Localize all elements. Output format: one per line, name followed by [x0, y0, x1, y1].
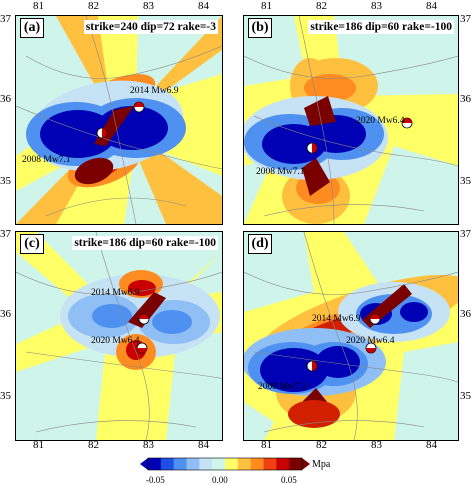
map-panel-a: (a) strike=240 dip=72 rake=-3 2014 Mw6.9… — [15, 15, 223, 225]
panel-d-label-2014: 2014 Mw6.9 — [312, 314, 361, 324]
x-tick-bottom: 81 — [33, 439, 44, 451]
panel-b-label-2020: 2020 Mw6.4 — [356, 116, 405, 126]
x-tick-bottom: 82 — [316, 439, 327, 451]
colorbar-swatch — [199, 458, 213, 470]
panel-letter-c: (c) — [20, 234, 44, 254]
colorbar-swatch — [186, 458, 200, 470]
panel-d-label-2020: 2020 Mw6.4 — [346, 336, 395, 346]
x-tick-bottom: 83 — [371, 439, 382, 451]
colorbar-swatch — [148, 458, 162, 470]
y-tick-left: 37 — [0, 13, 11, 25]
colorbar-swatch — [225, 458, 239, 470]
y-tick-left: 36 — [0, 308, 11, 320]
panel-c-params: strike=186 dip=60 rake=-100 — [72, 236, 218, 250]
y-tick-right: 36 — [460, 93, 471, 105]
panel-a-label-2008: 2008 Mw7.1 — [22, 155, 71, 165]
y-tick-left: 36 — [0, 93, 11, 105]
colorbar-unit: Mpa — [312, 459, 331, 470]
colorbar-swatch — [263, 458, 277, 470]
x-tick-bottom: 81 — [261, 439, 272, 451]
colorbar-min-arrow — [140, 458, 148, 470]
x-tick-top: 82 — [88, 0, 99, 12]
x-tick-bottom: 83 — [143, 439, 154, 451]
panel-letter-a: (a) — [20, 18, 44, 38]
y-tick-right: 36 — [460, 308, 471, 320]
colorbar-tick-min: -0.05 — [146, 475, 165, 485]
map-panel-c: (c) strike=186 dip=60 rake=-100 2014 Mw6… — [15, 231, 223, 441]
colorbar-swatch — [160, 458, 174, 470]
colorbar-gradient — [140, 457, 310, 471]
x-tick-top: 84 — [198, 0, 209, 12]
map-panel-b: (b) strike=186 dip=60 rake=-100 2020 Mw6… — [243, 15, 459, 225]
y-tick-left: 37 — [0, 228, 11, 240]
colorbar-border — [147, 457, 303, 471]
panel-b-params: strike=186 dip=60 rake=-100 — [308, 20, 454, 34]
colorbar: -0.05 0.00 0.05 Mpa — [140, 456, 330, 485]
y-tick-left: 35 — [0, 390, 11, 402]
panel-letter-d: (d) — [248, 234, 272, 254]
x-tick-top: 83 — [371, 0, 382, 12]
x-tick-bottom: 84 — [426, 439, 437, 451]
x-tick-top: 81 — [33, 0, 44, 12]
panel-c-label-2020: 2020 Mw6.4 — [91, 336, 140, 346]
colorbar-tick-zero: 0.00 — [212, 475, 228, 485]
panel-a-params: strike=240 dip=72 rake=-3 — [83, 20, 218, 34]
x-tick-bottom: 84 — [198, 439, 209, 451]
colorbar-swatch — [173, 458, 187, 470]
y-tick-left: 35 — [0, 175, 11, 187]
colorbar-max-arrow — [302, 458, 310, 470]
y-tick-right: 37 — [460, 13, 471, 25]
panel-letter-b: (b) — [248, 18, 272, 38]
colorbar-swatch — [289, 458, 303, 470]
y-tick-right: 35 — [460, 175, 471, 187]
panel-b-label-2008: 2008 Mw7.1 — [256, 167, 305, 177]
panel-d-label-2008: 2008 Mw7.1 — [258, 382, 307, 392]
panel-c-label-2014: 2014 Mw6.9 — [91, 288, 140, 298]
x-tick-top: 82 — [316, 0, 327, 12]
colorbar-swatch — [237, 458, 251, 470]
colorbar-swatch — [276, 458, 290, 470]
x-tick-top: 84 — [426, 0, 437, 12]
colorbar-swatch — [250, 458, 264, 470]
y-tick-right: 35 — [460, 390, 471, 402]
colorbar-tick-max: 0.05 — [281, 475, 297, 485]
panel-a-label-2014: 2014 Mw6.9 — [130, 86, 179, 96]
x-tick-top: 83 — [143, 0, 154, 12]
map-panel-d: (d) 2014 Mw6.9 2020 Mw6.4 2008 Mw7.1 — [243, 231, 459, 441]
x-tick-bottom: 82 — [88, 439, 99, 451]
colorbar-swatch — [212, 458, 226, 470]
x-tick-top: 81 — [261, 0, 272, 12]
y-tick-right: 37 — [460, 228, 471, 240]
